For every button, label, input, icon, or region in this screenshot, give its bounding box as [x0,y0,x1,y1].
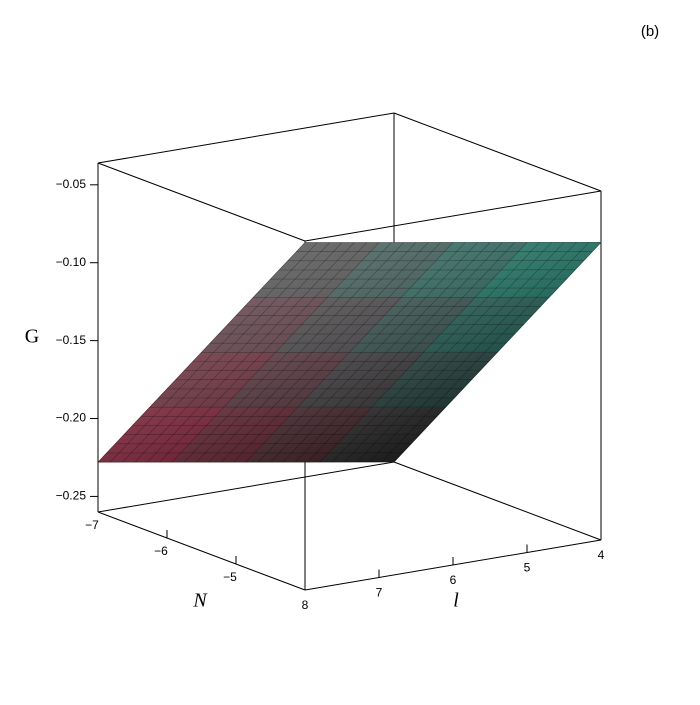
y-tick-label: 8 [302,598,309,612]
x-tick-label: −7 [85,518,99,532]
z-tick-label: −0.10 [56,255,87,269]
box-edge [394,113,601,191]
x-axis-label: N [192,590,208,612]
x-tick-label: −5 [223,570,237,584]
box-edge [305,191,601,241]
box-edge [98,113,394,163]
y-tick-label: 6 [450,573,457,587]
box-edge [98,512,305,590]
y-tick-label: 5 [524,561,531,575]
y-tick-label: 7 [376,586,383,600]
box-edge [98,462,394,512]
y-tick-label: 4 [598,548,605,562]
y-axis-label: l [453,590,459,612]
z-tick-label: −0.05 [56,177,87,191]
panel-label: (b) [641,23,659,40]
z-axis-label: G [25,326,39,348]
box-edge [98,163,305,241]
z-tick-label: −0.25 [56,489,87,503]
box-edge [394,462,601,540]
x-tick-label: −6 [154,544,168,558]
z-tick-label: −0.20 [56,411,87,425]
z-tick-label: −0.15 [56,333,87,347]
